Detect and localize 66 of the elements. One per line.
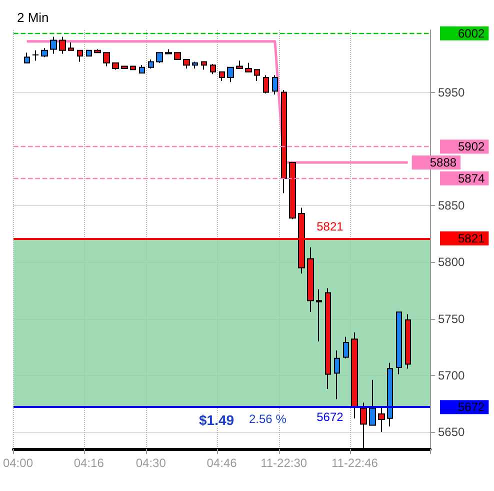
candlestick [68,42,74,51]
candlestick [50,36,57,54]
candlestick [281,90,287,194]
candlestick [396,311,402,375]
candlestick [405,314,411,370]
candlestick [378,405,385,433]
candlestick [272,74,278,96]
x-tick-label: 11-22:30 [260,456,308,470]
candlestick [254,69,260,82]
x-tick-label: 04:16 [74,456,104,470]
chart-title: 2 Min [17,10,49,25]
annotation: 5821 [316,219,344,234]
x-tick-label: 11-22:46 [331,456,378,470]
annotation: 2.56 % [249,412,287,426]
candlestick [112,62,119,70]
candlestick [343,336,349,359]
candlestick [236,60,243,70]
candlestick [316,288,322,342]
y-tick-label: 5800 [438,255,466,270]
candlestick [86,50,92,57]
candlestick [32,50,39,62]
data-label: 5888 [430,155,457,170]
candlestick [156,52,163,64]
candlestick [174,52,181,60]
candlestick [103,52,110,67]
candlestick [201,61,207,70]
ref-line-label: 5821 [458,231,486,246]
candlestick [165,48,172,54]
candlestick [289,162,296,220]
y-tick-label: 5950 [438,85,466,100]
annotation: $1.49 [199,412,234,428]
candlestick [130,66,136,70]
candlestick [227,66,234,83]
candlestick [121,66,128,70]
x-tick-label: 04:30 [136,456,166,470]
candlestick [245,62,252,72]
candlestick [94,48,101,54]
x-tick-label: 04:00 [2,456,34,470]
candlestick [387,362,393,427]
candlestick [210,63,216,75]
annotation: 5672 [316,410,344,424]
y-tick-label: 5700 [438,368,466,382]
candlestick [351,332,358,419]
x-tick-label: 04:46 [206,456,238,470]
y-tick-label: 5650 [438,425,466,440]
candlestick [24,52,30,64]
candlestick [77,50,83,62]
ref-line-label: 5672 [458,400,486,414]
candlestick [148,58,154,70]
candlestick [298,207,305,274]
candlestick [183,58,190,70]
y-tick-label: 5850 [438,198,466,213]
candlestick [325,288,331,390]
candlestick [334,350,340,400]
candlestick [307,246,314,312]
candlestick [41,48,48,58]
candlestick [219,71,225,82]
candlestick [369,379,376,426]
candlestick [192,61,198,70]
ref-line-label: 5874 [458,171,486,186]
ref-line-label: 6002 [458,26,486,40]
ref-line-label: 5902 [458,140,486,154]
candlestick [263,74,269,94]
candlestick [59,36,66,54]
candlestick [139,64,145,74]
y-tick-label: 5750 [438,312,466,326]
